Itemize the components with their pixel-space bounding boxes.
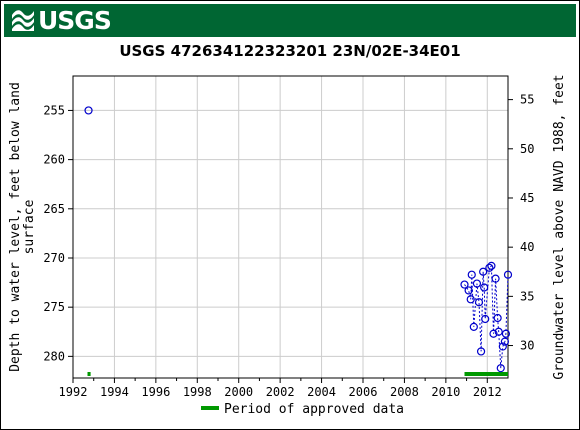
- data-point: [496, 364, 505, 373]
- x-tick-label: 1996: [141, 385, 170, 399]
- data-point: [476, 347, 486, 356]
- y-left-axis-label-line1: Depth to water level, feet below land: [8, 82, 23, 372]
- data-point: [485, 263, 494, 272]
- data-point: [503, 270, 513, 279]
- y-left-tick-label: 280: [43, 349, 65, 363]
- x-tick-label: 1992: [59, 385, 88, 399]
- plot-area: [73, 76, 508, 378]
- usgs-logo[interactable]: USGS: [10, 6, 112, 35]
- x-tick-label: 2000: [224, 385, 253, 399]
- data-point: [494, 327, 503, 336]
- y-left-tick-label: 270: [43, 251, 65, 265]
- y-right-tick-label: 55: [520, 93, 534, 107]
- y-right-tick-label: 35: [520, 289, 534, 303]
- y-right-tick-label: 50: [520, 142, 534, 156]
- data-point: [84, 106, 93, 115]
- y-left-tick-label: 260: [43, 153, 65, 167]
- chart-title: USGS 472634122323201 23N/02E-34E01: [119, 42, 461, 60]
- series-line: [464, 264, 509, 369]
- data-point: [498, 342, 507, 351]
- data-point: [489, 329, 498, 338]
- data-point: [493, 313, 502, 323]
- data-point: [481, 314, 490, 324]
- data-point: [480, 283, 489, 292]
- y-right-tick-label: 30: [520, 339, 534, 353]
- data-point: [460, 280, 469, 289]
- data-point: [491, 274, 500, 283]
- x-tick-label: 1994: [100, 385, 129, 399]
- data-point: [469, 322, 478, 331]
- y-right-tick-label: 45: [520, 191, 534, 205]
- x-tick-label: 2006: [349, 385, 378, 399]
- approved-period-bar: [464, 372, 508, 376]
- data-point: [474, 298, 484, 307]
- usgs-wave-icon: [12, 10, 34, 31]
- legend-label: Period of approved data: [224, 402, 404, 417]
- y-right-tick-label: 40: [520, 240, 534, 254]
- x-tick-label: 2004: [307, 385, 336, 399]
- usgs-banner: USGS: [4, 4, 576, 37]
- legend-swatch: [201, 406, 219, 410]
- y-left-tick-label: 265: [43, 202, 65, 216]
- data-point: [472, 279, 482, 288]
- data-point: [500, 337, 509, 346]
- data-point: [487, 261, 496, 270]
- data-point: [467, 270, 476, 279]
- x-tick-label: 2008: [390, 385, 419, 399]
- y-left-tick-label: 255: [43, 103, 65, 117]
- approved-period-bar: [87, 372, 91, 376]
- usgs-logo-text: USGS: [38, 6, 112, 35]
- y-left-tick-label: 275: [43, 300, 65, 314]
- data-point: [501, 329, 511, 338]
- y-right-axis-label: Groundwater level above NAVD 1988, feet: [552, 74, 567, 379]
- data-point: [464, 286, 473, 295]
- data-point: [479, 267, 488, 276]
- x-tick-label: 2012: [473, 385, 502, 399]
- y-left-axis-label-line2: surface: [22, 199, 37, 254]
- data-point: [466, 295, 475, 304]
- x-tick-label: 1998: [183, 385, 212, 399]
- plot-border: [72, 75, 509, 379]
- x-tick-label: 2010: [431, 385, 460, 399]
- x-tick-label: 2002: [266, 385, 295, 399]
